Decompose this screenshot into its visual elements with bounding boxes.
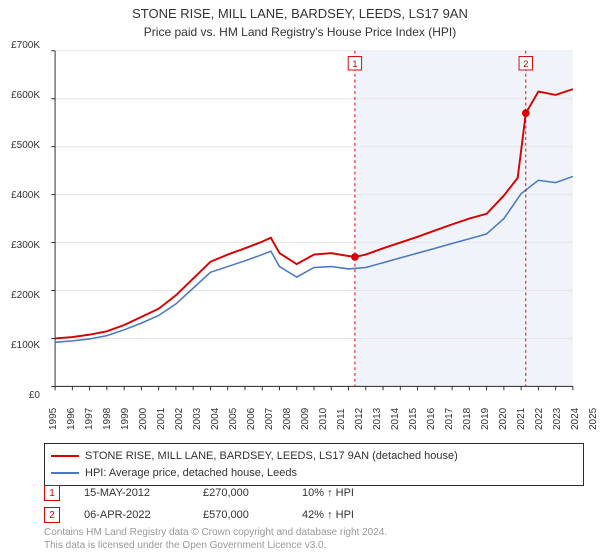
- x-tick-label: 2022: [534, 408, 545, 430]
- y-tick-label: £0: [0, 390, 40, 401]
- x-tick-label: 1998: [102, 408, 113, 430]
- x-tick-label: 2023: [552, 408, 563, 430]
- sale-date: 15-MAY-2012: [84, 487, 179, 499]
- x-tick-label: 2020: [498, 408, 509, 430]
- data-points: 1 15-MAY-2012 £270,000 10% ↑ HPI 2 06-AP…: [44, 482, 584, 526]
- sale-date: 06-APR-2022: [84, 509, 179, 521]
- x-tick-label: 2006: [246, 408, 257, 430]
- svg-text:1: 1: [352, 59, 357, 70]
- x-tick-label: 2014: [390, 408, 401, 430]
- x-tick-label: 2018: [462, 408, 473, 430]
- footer-line: Contains HM Land Registry data © Crown c…: [44, 526, 584, 539]
- svg-text:2: 2: [523, 59, 528, 70]
- chart-subtitle: Price paid vs. HM Land Registry's House …: [0, 23, 600, 39]
- x-tick-label: 2016: [426, 408, 437, 430]
- marker-1-icon: 1: [44, 485, 60, 501]
- x-tick-label: 2001: [156, 408, 167, 430]
- y-tick-label: £400K: [0, 190, 40, 201]
- sale-price: £270,000: [203, 487, 278, 499]
- y-tick-label: £500K: [0, 140, 40, 151]
- y-tick-label: £700K: [0, 40, 40, 51]
- sale-price: £570,000: [203, 509, 278, 521]
- chart-area: 12: [44, 46, 584, 396]
- x-tick-label: 2000: [138, 408, 149, 430]
- marker-2-icon: 2: [44, 507, 60, 523]
- chart-container: STONE RISE, MILL LANE, BARDSEY, LEEDS, L…: [0, 0, 600, 560]
- x-tick-label: 2008: [282, 408, 293, 430]
- x-tick-label: 2017: [444, 408, 455, 430]
- legend: STONE RISE, MILL LANE, BARDSEY, LEEDS, L…: [44, 443, 584, 486]
- data-point-row: 2 06-APR-2022 £570,000 42% ↑ HPI: [44, 504, 584, 526]
- x-tick-label: 2003: [192, 408, 203, 430]
- chart-svg: 12: [44, 46, 584, 396]
- x-tick-label: 2002: [174, 408, 185, 430]
- legend-swatch: [51, 455, 79, 457]
- x-tick-label: 2009: [300, 408, 311, 430]
- y-tick-label: £200K: [0, 290, 40, 301]
- legend-item: HPI: Average price, detached house, Leed…: [51, 465, 577, 482]
- legend-label: HPI: Average price, detached house, Leed…: [85, 465, 297, 482]
- x-tick-label: 2019: [480, 408, 491, 430]
- x-tick-label: 1999: [120, 408, 131, 430]
- chart-title: STONE RISE, MILL LANE, BARDSEY, LEEDS, L…: [0, 0, 600, 23]
- x-tick-label: 2015: [408, 408, 419, 430]
- x-tick-label: 2012: [354, 408, 365, 430]
- data-point-row: 1 15-MAY-2012 £270,000 10% ↑ HPI: [44, 482, 584, 504]
- y-tick-label: £100K: [0, 340, 40, 351]
- x-tick-label: 2004: [210, 408, 221, 430]
- x-tick-label: 2010: [318, 408, 329, 430]
- x-tick-label: 2024: [570, 408, 581, 430]
- y-tick-label: £600K: [0, 90, 40, 101]
- x-tick-label: 1995: [48, 408, 59, 430]
- legend-swatch: [51, 472, 79, 474]
- x-tick-label: 2025: [588, 408, 599, 430]
- legend-item: STONE RISE, MILL LANE, BARDSEY, LEEDS, L…: [51, 448, 577, 465]
- x-tick-label: 2013: [372, 408, 383, 430]
- sale-pct: 42% ↑ HPI: [302, 509, 402, 521]
- x-tick-label: 1996: [66, 408, 77, 430]
- x-tick-label: 1997: [84, 408, 95, 430]
- x-tick-label: 2007: [264, 408, 275, 430]
- footer-line: This data is licensed under the Open Gov…: [44, 539, 584, 552]
- x-tick-label: 2021: [516, 408, 527, 430]
- x-tick-label: 2011: [336, 408, 347, 430]
- x-tick-label: 2005: [228, 408, 239, 430]
- footer: Contains HM Land Registry data © Crown c…: [44, 526, 584, 552]
- sale-pct: 10% ↑ HPI: [302, 487, 402, 499]
- y-tick-label: £300K: [0, 240, 40, 251]
- legend-label: STONE RISE, MILL LANE, BARDSEY, LEEDS, L…: [85, 448, 458, 465]
